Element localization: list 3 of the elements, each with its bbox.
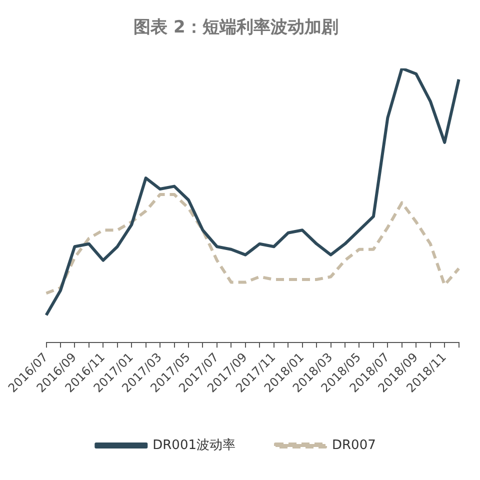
legend-label: DR007 (332, 438, 376, 453)
legend-label: DR001波动率 (152, 436, 236, 453)
chart-title: 图表 2：短端利率波动加剧 (134, 18, 338, 38)
